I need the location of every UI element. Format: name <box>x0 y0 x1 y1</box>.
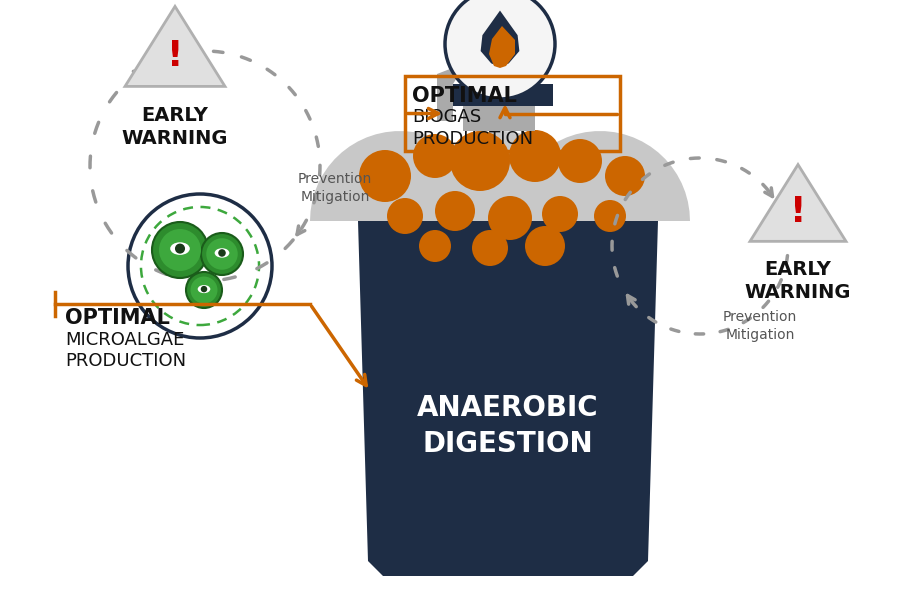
Ellipse shape <box>198 285 210 293</box>
Circle shape <box>175 244 185 254</box>
Text: EARLY
WARNING: EARLY WARNING <box>745 260 852 302</box>
Circle shape <box>435 191 475 231</box>
Circle shape <box>159 229 201 271</box>
Text: !: ! <box>167 39 183 73</box>
Circle shape <box>488 196 532 240</box>
Circle shape <box>152 222 208 278</box>
Circle shape <box>445 0 555 99</box>
Polygon shape <box>125 7 225 87</box>
Circle shape <box>359 150 411 202</box>
Circle shape <box>450 131 510 191</box>
Circle shape <box>190 276 217 304</box>
Circle shape <box>419 230 451 262</box>
Circle shape <box>218 249 226 257</box>
Circle shape <box>387 198 423 234</box>
Polygon shape <box>463 106 535 131</box>
Polygon shape <box>481 10 519 67</box>
Circle shape <box>201 233 243 275</box>
Text: OPTIMAL: OPTIMAL <box>412 86 517 106</box>
Circle shape <box>128 194 272 338</box>
Polygon shape <box>445 84 553 106</box>
Polygon shape <box>750 165 846 241</box>
Circle shape <box>605 156 645 196</box>
Text: BIOGAS
PRODUCTION: BIOGAS PRODUCTION <box>412 108 533 148</box>
Circle shape <box>542 196 578 232</box>
Text: MICROALGAE
PRODUCTION: MICROALGAE PRODUCTION <box>65 331 186 370</box>
Text: OPTIMAL: OPTIMAL <box>65 308 170 328</box>
Text: ANAEROBIC
DIGESTION: ANAEROBIC DIGESTION <box>417 394 599 458</box>
Circle shape <box>207 238 237 270</box>
Polygon shape <box>489 26 515 68</box>
Text: !: ! <box>790 195 806 229</box>
Polygon shape <box>358 221 658 576</box>
Text: Prevention
Mitigation: Prevention Mitigation <box>723 310 797 342</box>
Text: Prevention
Mitigation: Prevention Mitigation <box>298 172 372 204</box>
Text: EARLY
WARNING: EARLY WARNING <box>121 106 228 148</box>
Polygon shape <box>310 131 690 221</box>
Ellipse shape <box>170 242 189 255</box>
Circle shape <box>525 226 565 266</box>
Circle shape <box>186 272 222 308</box>
Ellipse shape <box>215 248 229 258</box>
Circle shape <box>413 134 457 178</box>
Polygon shape <box>437 62 488 84</box>
Circle shape <box>509 130 561 182</box>
Polygon shape <box>437 82 453 121</box>
Circle shape <box>594 200 626 232</box>
Circle shape <box>472 230 508 266</box>
Circle shape <box>201 286 207 292</box>
Circle shape <box>558 139 602 183</box>
